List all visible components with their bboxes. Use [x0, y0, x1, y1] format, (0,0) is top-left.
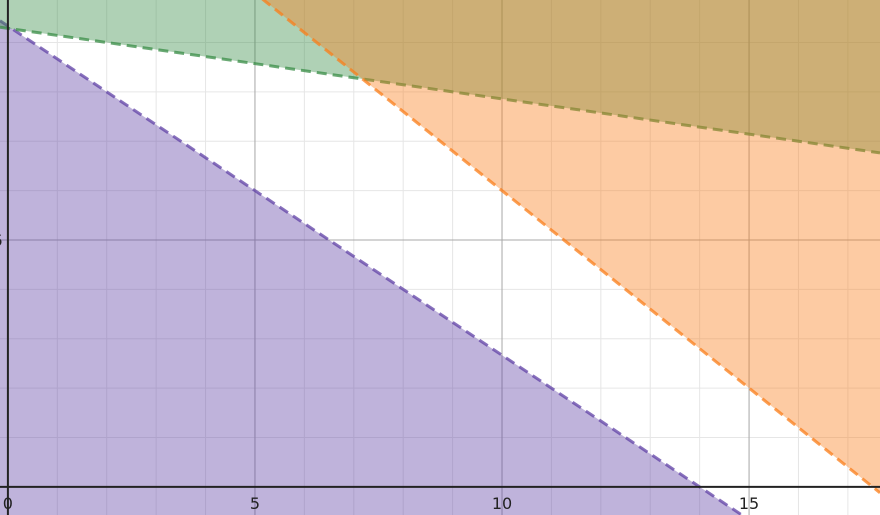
y-tick-label: 5 — [0, 231, 3, 250]
x-tick-label: 0 — [3, 494, 13, 513]
x-tick-label: 15 — [739, 494, 759, 513]
region — [0, 20, 742, 515]
boundary-line — [0, 19, 745, 515]
x-tick-label: 5 — [250, 494, 260, 513]
boundary-line — [261, 0, 880, 494]
x-tick-label: 10 — [492, 494, 512, 513]
region — [0, 0, 880, 153]
boundary-line — [0, 25, 880, 155]
